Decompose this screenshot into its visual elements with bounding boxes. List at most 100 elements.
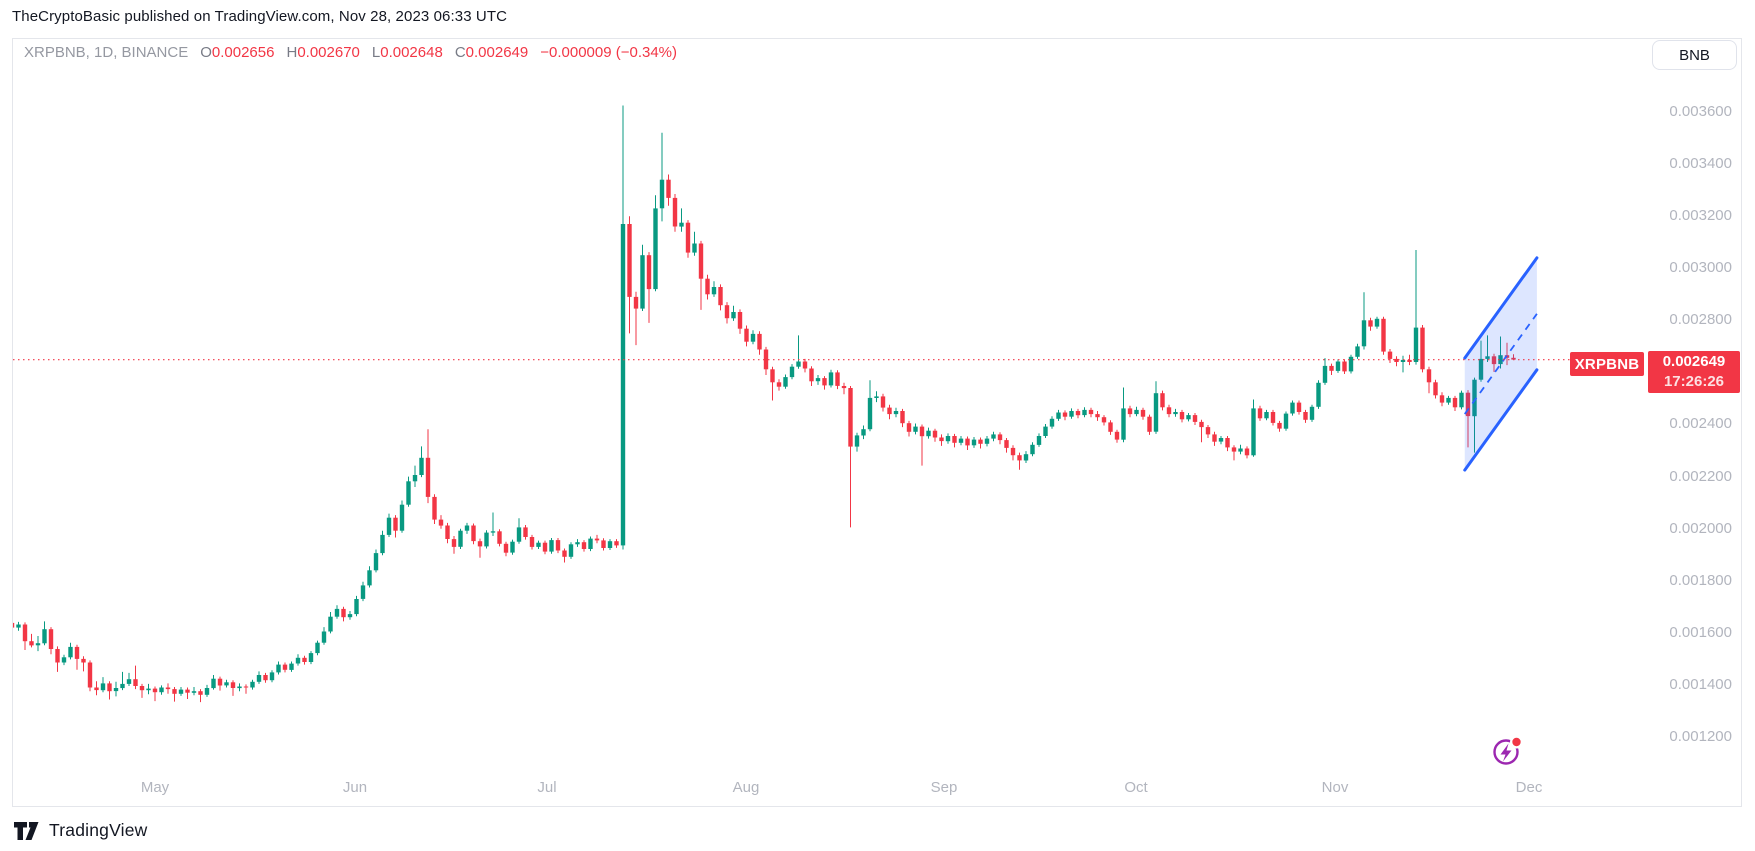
candle-body: [1290, 402, 1295, 414]
channel-upper-line: [1463, 256, 1539, 360]
candle-body: [1472, 379, 1477, 417]
candle-body: [906, 423, 912, 432]
candle-body: [659, 179, 665, 209]
price-tick-label: 0.002200: [1669, 468, 1732, 485]
time-tick-label: Aug: [732, 779, 760, 796]
candle-body: [984, 438, 990, 444]
candle-body: [523, 527, 528, 537]
candle-body: [770, 369, 775, 383]
price-tick-label: 0.001200: [1669, 728, 1732, 745]
chart-widget-frame: [12, 38, 1742, 807]
candle-body: [308, 653, 314, 662]
time-tick-label: Sep: [930, 779, 958, 796]
candle-body: [1309, 406, 1315, 420]
candle-body: [601, 540, 606, 548]
candle-body: [575, 542, 580, 545]
candle-body: [854, 435, 860, 447]
price-tick-label: 0.002800: [1669, 311, 1732, 328]
candle-body: [289, 663, 294, 670]
price-tick-label: 0.003600: [1669, 103, 1732, 120]
candle-body: [74, 646, 80, 659]
candle-body: [373, 553, 379, 571]
candle-body: [874, 396, 879, 398]
candle-body: [1381, 318, 1386, 352]
candle-body: [737, 312, 743, 329]
candle-body: [679, 222, 684, 227]
candle-body: [731, 312, 736, 319]
candle-body: [87, 662, 93, 688]
legend-symbol-title[interactable]: XRPBNB, 1D, BINANCE: [24, 44, 189, 61]
lightning-pattern-icon[interactable]: [1493, 735, 1524, 765]
candle-body: [978, 439, 983, 444]
price-tick-label: 0.002000: [1669, 520, 1732, 537]
symbol-price-tag: XRPBNB: [1570, 352, 1644, 376]
candle-body: [1043, 426, 1048, 436]
candle-body: [367, 570, 372, 586]
legend-close: C0.002649: [454, 44, 529, 61]
candle-body: [1218, 438, 1224, 442]
candle-body: [406, 481, 411, 505]
tradingview-logo-mark-icon: [14, 821, 39, 840]
candle-body: [1017, 455, 1022, 461]
candle-body: [1498, 355, 1503, 365]
candle-body: [1420, 327, 1425, 370]
candle-body: [581, 542, 587, 549]
candle-body: [1179, 412, 1185, 420]
candle-body: [165, 687, 171, 690]
candle-body: [1322, 365, 1328, 383]
legend-change: −0.000009 (−0.34%): [540, 44, 678, 61]
candle-body: [1459, 392, 1464, 408]
candle-body: [796, 361, 801, 367]
candle-body: [861, 429, 866, 436]
candle-body: [952, 436, 957, 443]
candle-body: [1316, 382, 1321, 407]
candle-body: [1127, 408, 1133, 415]
candle-body: [542, 542, 548, 552]
price-tick-label: 0.002400: [1669, 415, 1732, 432]
candle-body: [295, 657, 301, 664]
candle-body: [841, 386, 847, 389]
price-tick-label: 0.003200: [1669, 207, 1732, 224]
candle-body: [445, 525, 450, 539]
candle-body: [1010, 447, 1016, 456]
candle-body: [1095, 414, 1100, 418]
candle-body: [360, 585, 366, 599]
time-tick-label: Jul: [537, 779, 557, 796]
candle-body: [484, 532, 489, 547]
candle-body: [100, 683, 106, 691]
candle-body: [146, 688, 151, 691]
candle-body: [1355, 346, 1360, 357]
candle-body: [185, 689, 190, 693]
legend-open: O0.002656: [200, 44, 275, 61]
candle-body: [776, 382, 782, 387]
candle-body: [1173, 412, 1178, 415]
currency-toggle-button[interactable]: BNB: [1652, 40, 1737, 70]
candle-body: [399, 504, 405, 531]
candle-body: [1374, 318, 1380, 327]
candlestick-series: [13, 105, 1516, 703]
channel-lower-line: [1463, 368, 1539, 472]
candle-body: [354, 599, 359, 615]
candle-body: [1413, 327, 1419, 362]
candle-body: [1283, 413, 1289, 429]
candle-body: [1335, 361, 1341, 371]
candle-body: [464, 525, 470, 531]
candle-body: [1270, 412, 1276, 423]
candle-body: [1225, 438, 1230, 448]
candle-body: [490, 531, 496, 533]
price-tick-label: 0.003000: [1669, 259, 1732, 276]
time-tick-label: Dec: [1515, 779, 1543, 796]
candle-body: [880, 396, 886, 408]
candle-body: [198, 691, 203, 695]
candle-body: [438, 519, 444, 526]
alert-dot-icon: [1512, 737, 1521, 747]
candle-body: [341, 608, 346, 618]
candle-body: [432, 496, 437, 520]
candle-body: [718, 287, 723, 306]
candle-body: [549, 540, 554, 552]
candle-body: [893, 411, 899, 415]
tradingview-logo[interactable]: TradingView: [14, 820, 148, 841]
candle-body: [1452, 397, 1458, 408]
